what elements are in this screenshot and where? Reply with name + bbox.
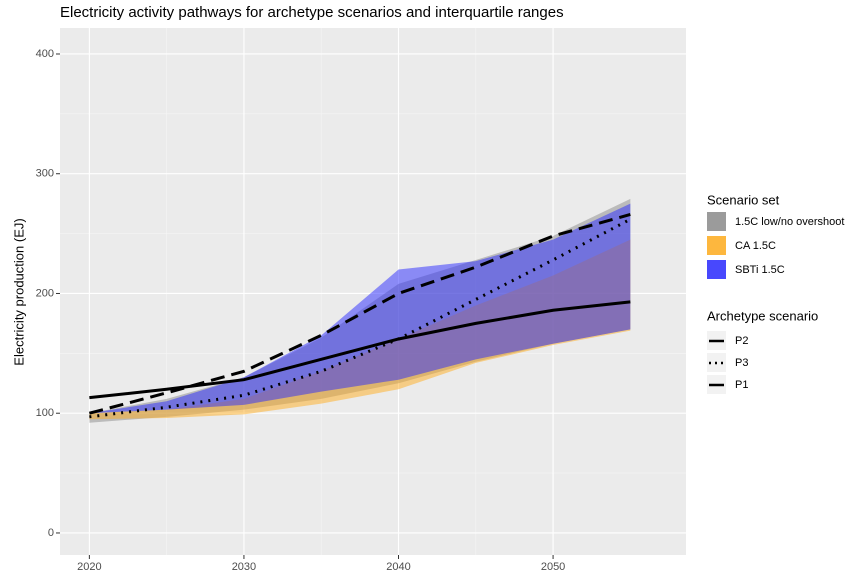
y-tick-label: 400 [36,48,54,60]
x-tick-label: 2040 [386,561,410,573]
chart-title: Electricity activity pathways for archet… [60,4,564,21]
legend-label: CA 1.5C [735,240,776,252]
x-tick-label: 2030 [232,561,256,573]
legend-label: P3 [735,357,748,369]
legend-swatch [707,260,726,279]
x-tick-label: 2020 [77,561,101,573]
legend-label: P1 [735,379,748,391]
legend-label: 1.5C low/no overshoot [735,216,844,228]
fill-legend-title: Scenario set [707,192,780,207]
line [88,212,631,415]
line [89,300,631,400]
y-tick-label: 0 [48,527,54,539]
y-tick-label: 200 [36,287,54,299]
legend-label: SBTi 1.5C [735,264,785,276]
x-tick-label: 2050 [541,561,565,573]
y-tick-label: 300 [36,168,54,180]
ribbon [89,203,631,414]
y-tick-label: 100 [36,407,54,419]
legend-swatch [707,212,726,231]
legend-label: P2 [735,335,748,347]
ribbon [89,198,631,423]
legend-swatch [707,236,726,255]
y-axis-title: Electricity production (EJ) [11,218,26,365]
line-legend-title: Archetype scenario [707,308,818,323]
